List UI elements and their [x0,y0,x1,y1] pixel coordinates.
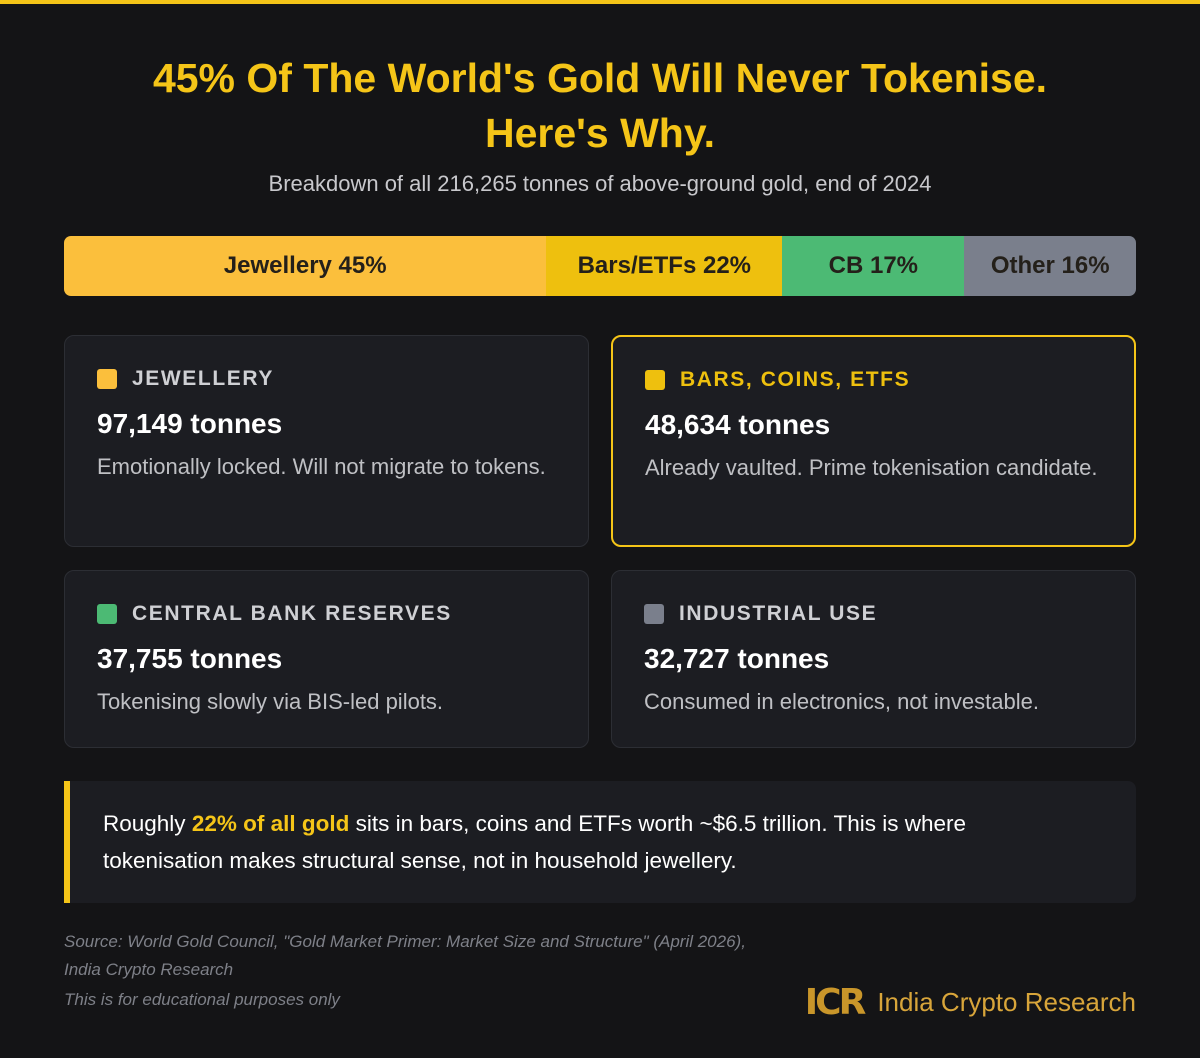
stacked-bar: Jewellery 45% Bars/ETFs 22% CB 17% Other 16… [64,236,1136,296]
callout-highlight: 22% of all gold [191,811,350,836]
color-square [644,604,664,624]
title: 45% Of The World's Gold Will Never Token… [152,55,1048,101]
bar-segment: Other 16% [964,236,1136,296]
bar-segment: Bars/ETFs 22% [546,236,783,296]
top-rule [0,0,1200,4]
color-square [97,369,117,389]
source: India Crypto Research [64,960,234,979]
callout-text: sits in bars, coins and ETFs worth ~$6.5… [103,811,967,873]
segment-label: Other 16% [990,252,1110,279]
callout-text: Roughly [103,811,192,836]
title: Here's Why. [484,110,715,156]
card: CENTRAL BANK RESERVES 37,755 tonnes Tokeni… [64,570,589,748]
category-label: INDUSTRIAL USE [679,602,878,625]
bar-segment: CB 17% [782,236,965,296]
card-amount: 32,727 tonnes [644,643,830,674]
card-category: CENTRAL BANK RESERVES [97,601,556,627]
card-description: Already vaulted. Prime tokenisation cand… [645,455,1098,480]
logo: ICR India Crypto Research [805,982,1136,1023]
category-label: JEWELLERY [132,367,274,390]
segment-label: Jewellery 45% [223,252,387,279]
category-label: BARS, COINS, ETFS [680,368,911,391]
card-amount: 97,149 tonnes [97,408,283,439]
segment-label: Bars/ETFs 22% [577,252,752,279]
card-description: Tokenising slowly via BIS-led pilots. [97,689,444,714]
card: JEWELLERY 97,149 tonnes Emotionally locked… [64,335,589,547]
bar-segment: Jewellery 45% [64,236,547,296]
card-category: INDUSTRIAL USE [644,601,1103,627]
card-description: Consumed in electronics, not investable. [644,689,1039,714]
segment-label: CB 17% [828,252,919,279]
card-description: Emotionally locked. Will not migrate to … [97,454,546,479]
logo-mark: ICR [804,982,867,1023]
card-category: BARS, COINS, ETFS [645,367,1102,393]
category-label: CENTRAL BANK RESERVES [132,602,452,625]
card-amount: 37,755 tonnes [97,643,283,674]
color-square [97,604,117,624]
subtitle: Breakdown of all 216,265 tonnes of above… [268,171,932,196]
source: Source: World Gold Council, "Gold Market… [64,932,746,951]
card: INDUSTRIAL USE 32,727 tonnes Consumed in e… [611,570,1136,748]
logo-text: India Crypto Research [877,987,1136,1017]
card-category: JEWELLERY [97,366,556,392]
callout: Roughly 22% of all gold sits in bars, co… [64,781,1136,903]
card-amount: 48,634 tonnes [645,409,831,440]
disclaimer: This is for educational purposes only [64,990,340,1009]
card: BARS, COINS, ETFS 48,634 tonnes Already va… [611,335,1136,547]
color-square [645,370,665,390]
